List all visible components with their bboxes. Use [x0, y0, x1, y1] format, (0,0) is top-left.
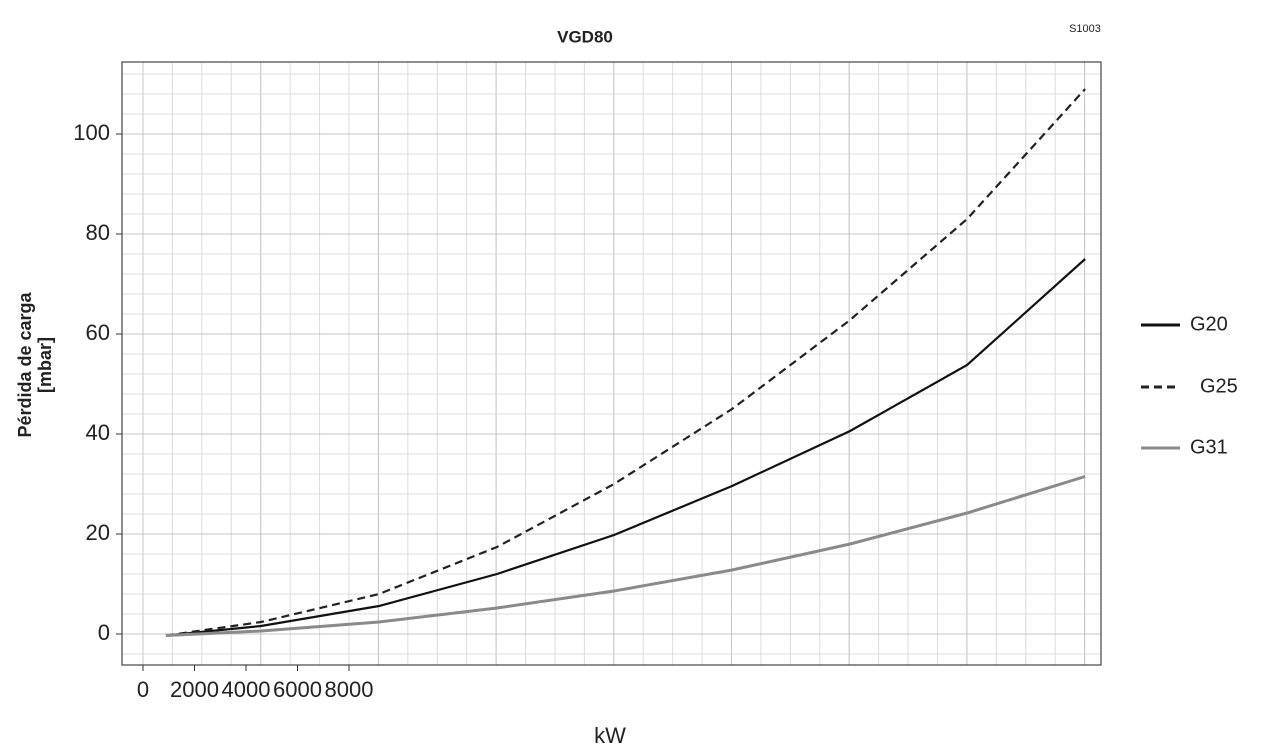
y-tick-label: 0: [98, 620, 110, 645]
y-axis-label: Pérdida de carga: [15, 291, 35, 437]
x-tick-label: 0: [137, 677, 149, 702]
y-tick-label: 20: [86, 520, 110, 545]
chart-code: S1003: [1069, 23, 1101, 35]
y-axis-label: [mbar]: [35, 337, 55, 393]
legend-label: G20: [1190, 313, 1228, 335]
x-tick-label: 2000: [170, 677, 219, 702]
x-tick-label: 6000: [273, 677, 322, 702]
x-tick-label: 8000: [325, 677, 374, 702]
x-axis-label: kW: [594, 723, 626, 748]
legend-label: G25: [1200, 375, 1238, 397]
x-tick-label: 4000: [222, 677, 271, 702]
y-tick-label: 80: [86, 220, 110, 245]
y-tick-label: 40: [86, 420, 110, 445]
y-tick-label: 100: [73, 120, 110, 145]
chart-title: VGD80: [557, 27, 613, 46]
y-tick-label: 60: [86, 320, 110, 345]
series-line: [165, 258, 1086, 637]
legend-label: G31: [1190, 436, 1228, 458]
series-line: [165, 88, 1086, 637]
plot-frame: [121, 61, 1102, 666]
series-line: [165, 475, 1086, 637]
